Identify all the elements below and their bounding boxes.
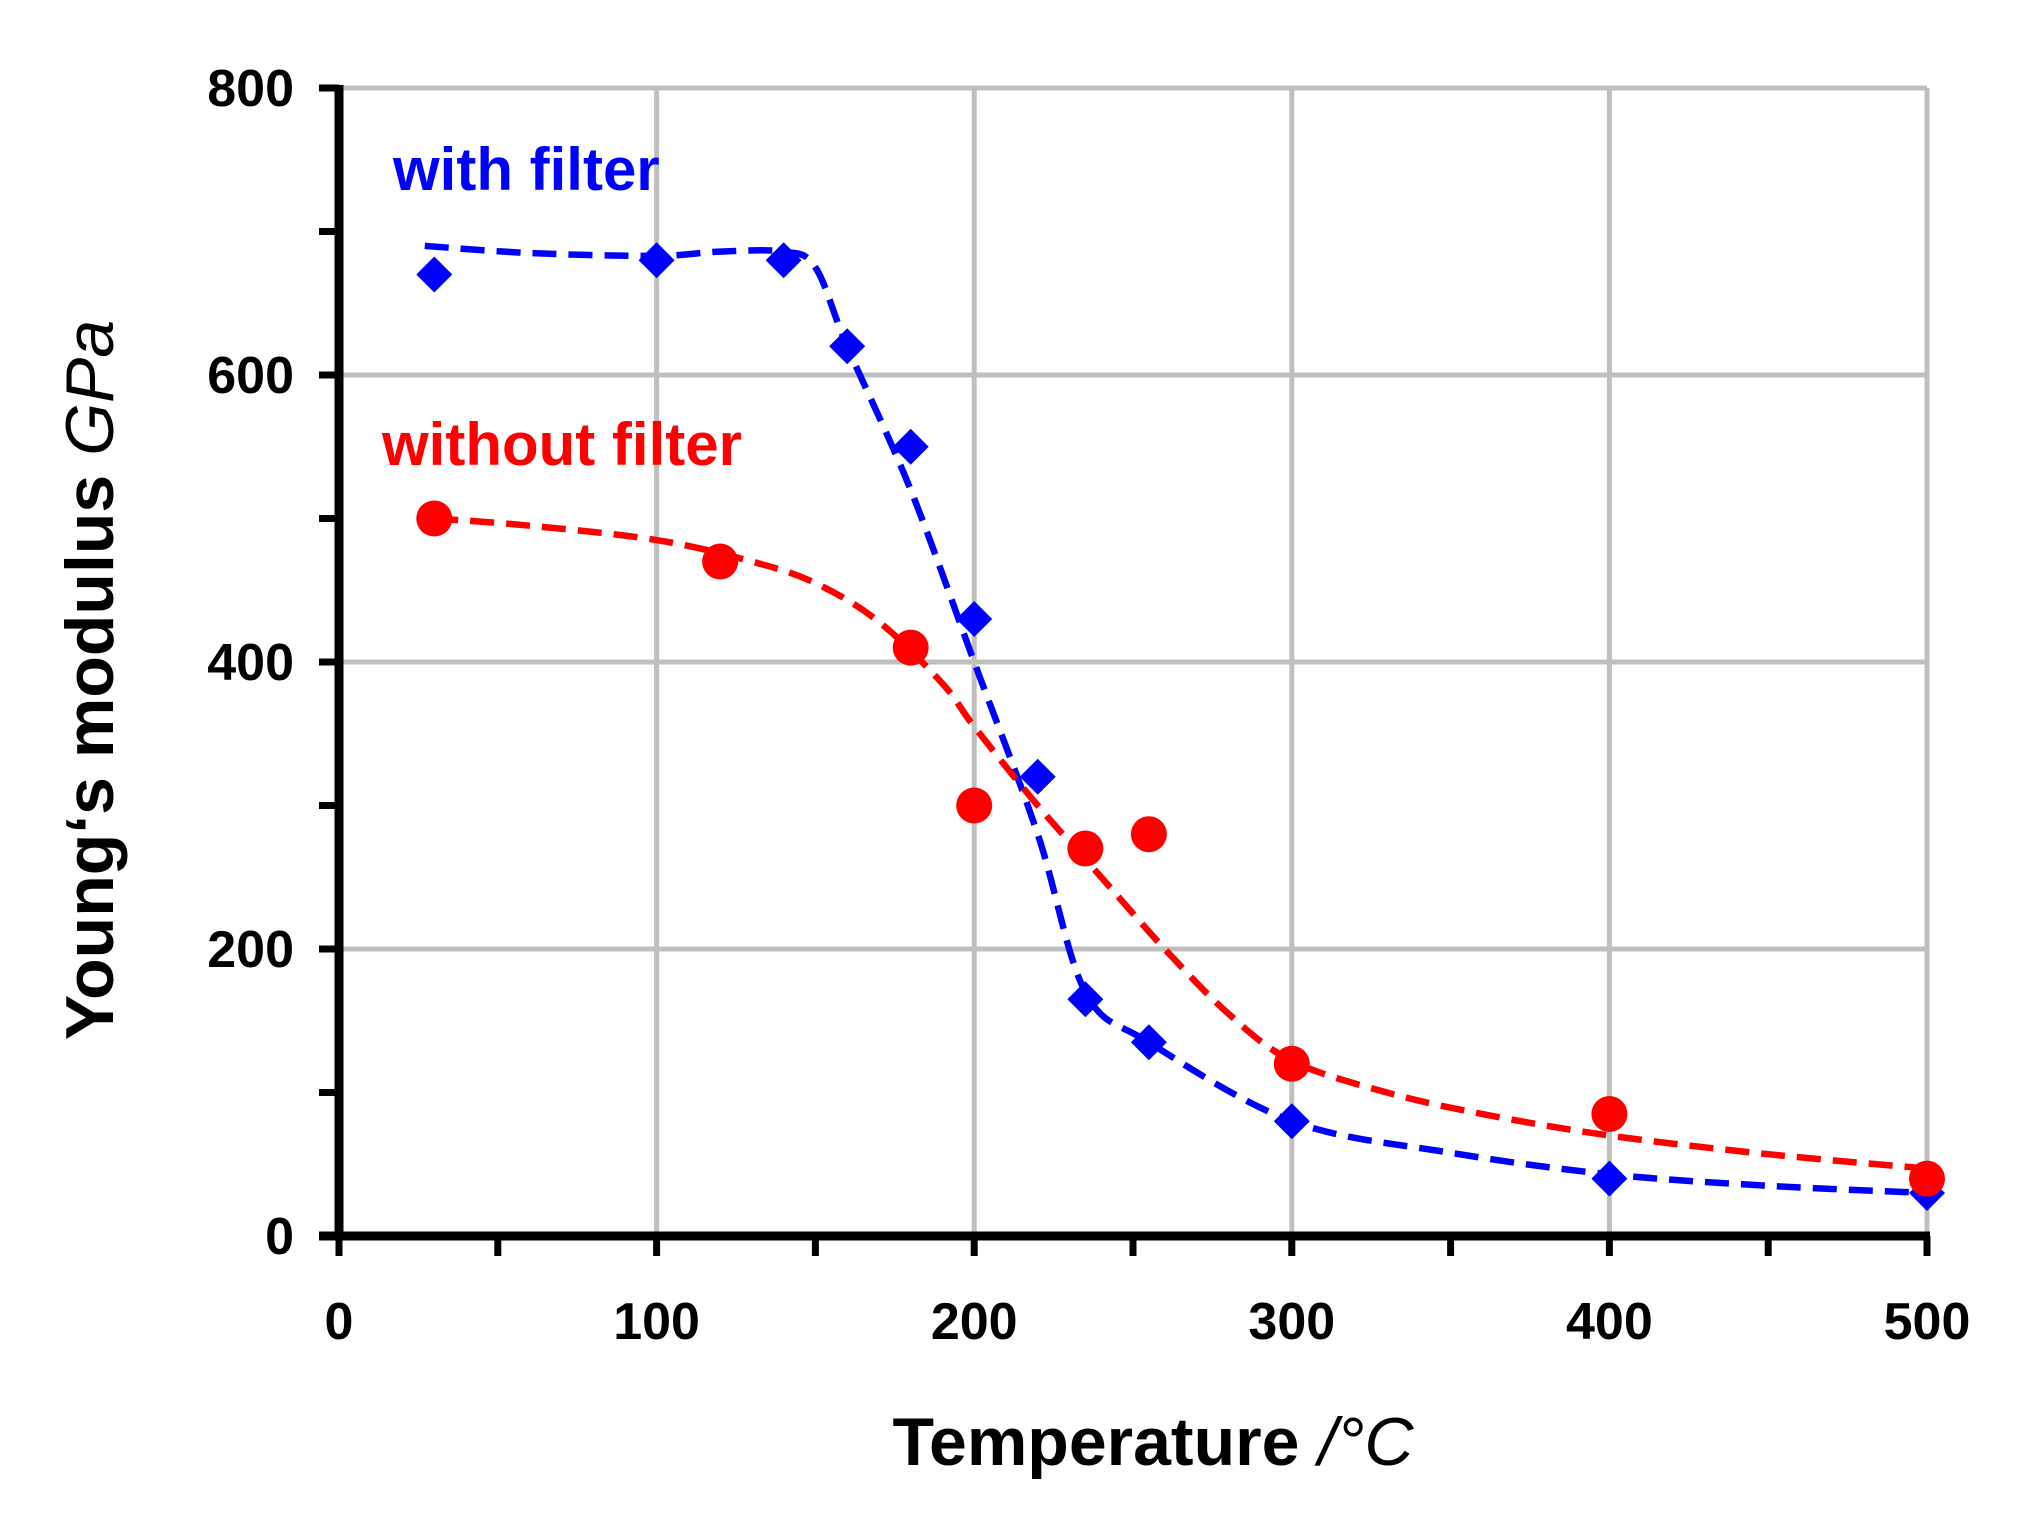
y-tick-label-200: 200 [207, 921, 294, 979]
data-markers [416, 242, 1945, 1211]
x-tick-label-0: 0 [325, 1293, 354, 1351]
point-without-filter-1 [702, 543, 739, 580]
x-tick-label-300: 300 [1248, 1293, 1335, 1351]
y-tick-label-600: 600 [207, 347, 294, 405]
grid [339, 85, 1930, 1236]
point-with-filter-1 [638, 242, 675, 279]
tick-labels: 0 100 200 300 400 500 0 200 400 600 800 [207, 60, 1970, 1351]
point-with-filter-8 [1130, 1024, 1167, 1061]
point-with-filter-0 [416, 256, 453, 293]
point-without-filter-7 [1591, 1096, 1628, 1133]
point-with-filter-4 [892, 428, 929, 465]
point-with-filter-3 [829, 328, 866, 365]
x-tick-label-100: 100 [613, 1293, 700, 1351]
point-with-filter-2 [765, 242, 802, 279]
x-axis-title: Temperature /°C [893, 1404, 1415, 1480]
y-tick-label-0: 0 [265, 1208, 294, 1266]
x-tick-label-400: 400 [1566, 1293, 1653, 1351]
point-with-filter-5 [956, 600, 993, 637]
labels: with filter without filter Temperature /… [52, 136, 1414, 1480]
y-axis-title-main: Young‘s modulus [52, 456, 128, 1040]
fit-curves [424, 242, 1928, 1197]
point-without-filter-0 [416, 500, 453, 537]
x-tick-label-500: 500 [1884, 1293, 1971, 1351]
point-with-filter-10 [1591, 1160, 1628, 1197]
point-without-filter-5 [1130, 816, 1167, 853]
axes [319, 84, 1931, 1256]
x-axis-title-main: Temperature [893, 1404, 1319, 1480]
point-without-filter-3 [956, 787, 993, 824]
x-axis-title-unit: /°C [1314, 1404, 1414, 1480]
y-axis-title: Young‘s modulus GPa [52, 320, 128, 1040]
series-label-without-filter: without filter [381, 411, 742, 478]
fit-curve-with-filter [424, 242, 1928, 1197]
series-label-with-filter: with filter [392, 136, 660, 203]
y-axis-title-unit: GPa [52, 320, 128, 456]
point-without-filter-4 [1067, 830, 1104, 867]
y-tick-label-400: 400 [207, 634, 294, 692]
point-with-filter-7 [1067, 981, 1104, 1018]
point-with-filter-9 [1273, 1103, 1310, 1140]
point-without-filter-8 [1909, 1160, 1945, 1197]
point-with-filter-6 [1019, 758, 1056, 795]
point-without-filter-2 [892, 629, 929, 666]
y-tick-label-800: 800 [207, 60, 294, 118]
x-tick-label-200: 200 [931, 1293, 1018, 1351]
point-without-filter-6 [1273, 1045, 1310, 1082]
